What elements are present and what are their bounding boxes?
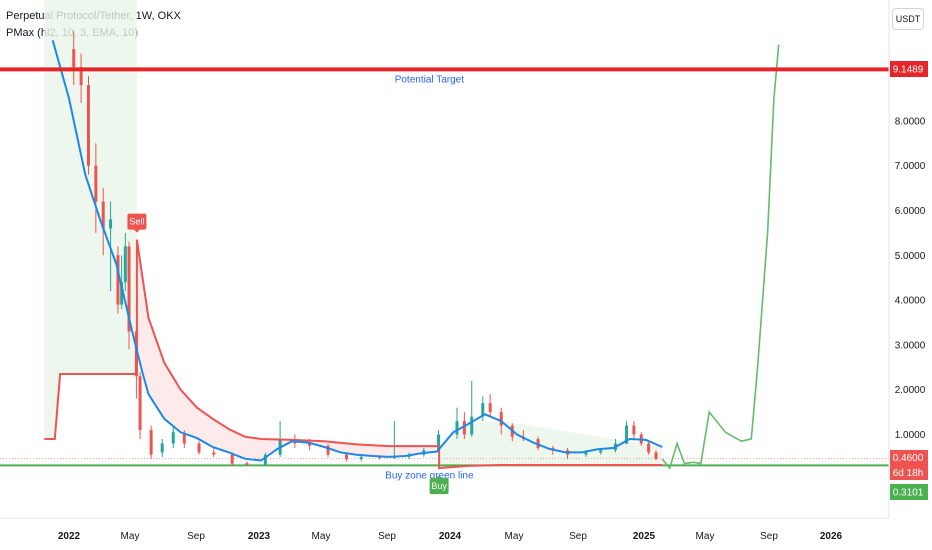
candle-body bbox=[197, 443, 201, 453]
sell-signal bbox=[127, 213, 147, 230]
candle-body bbox=[263, 454, 267, 465]
y-tick-label: 3.0000 bbox=[895, 340, 926, 351]
candle-body bbox=[632, 425, 636, 435]
y-tick-label: 2.0000 bbox=[895, 385, 926, 396]
x-tick-label: 2023 bbox=[248, 531, 271, 542]
y-tick-label: 7.0000 bbox=[895, 161, 926, 172]
last-price-top bbox=[890, 450, 928, 465]
target-price-label-bg bbox=[890, 61, 928, 77]
x-tick-label: May bbox=[312, 531, 331, 542]
x-tick-label: 2025 bbox=[633, 531, 656, 542]
candle-body bbox=[488, 403, 492, 413]
buy-signal-label: Buy bbox=[431, 481, 447, 491]
candle-body bbox=[138, 376, 142, 431]
candle-body bbox=[344, 454, 348, 460]
x-tick-label: May bbox=[505, 531, 524, 542]
countdown-label: 6d 18h bbox=[893, 468, 924, 479]
y-tick-label: 5.0000 bbox=[895, 251, 926, 262]
candle-body bbox=[182, 434, 186, 444]
candle-body bbox=[378, 456, 382, 458]
candle-body bbox=[647, 443, 651, 453]
candle-body bbox=[86, 85, 90, 166]
candle-body bbox=[455, 421, 459, 435]
candle-body bbox=[79, 67, 83, 86]
bull-zone-fill bbox=[44, 0, 137, 439]
last-price-label: 0.4600 bbox=[893, 453, 924, 464]
candle-body bbox=[94, 165, 98, 202]
bull-zone-fill-2 bbox=[439, 421, 663, 469]
x-tick-label: May bbox=[696, 531, 715, 542]
candle-body bbox=[481, 403, 485, 417]
candle-body bbox=[470, 416, 474, 435]
candle-body bbox=[359, 456, 363, 460]
candle-body bbox=[584, 452, 588, 455]
candle-body bbox=[326, 445, 330, 455]
candle-body bbox=[499, 412, 503, 426]
y-tick-label: 1.0000 bbox=[895, 430, 926, 441]
ema-line bbox=[51, 40, 663, 462]
candle-body bbox=[625, 425, 629, 444]
candle-body bbox=[72, 49, 76, 68]
candle-body bbox=[149, 430, 153, 455]
candle-body bbox=[230, 454, 234, 464]
candle-body bbox=[123, 246, 127, 283]
target-price-label: 9.1489 bbox=[893, 65, 924, 76]
x-tick-label: 2026 bbox=[820, 531, 843, 542]
candle-body bbox=[212, 452, 216, 455]
candle-body bbox=[160, 443, 164, 453]
buy-zone-label: Buy zone green line bbox=[385, 470, 474, 481]
candle-body bbox=[654, 452, 658, 459]
x-tick-label: Sep bbox=[378, 531, 396, 542]
x-tick-label: 2022 bbox=[58, 531, 81, 542]
candle-body bbox=[116, 255, 120, 305]
pmax-line bbox=[44, 239, 663, 470]
sell-signal-pointer bbox=[133, 229, 140, 233]
candle-body bbox=[171, 432, 175, 444]
x-tick-label: Sep bbox=[760, 531, 778, 542]
bear-zone-fill bbox=[136, 239, 440, 461]
support-price-label-bg bbox=[890, 484, 928, 500]
projection-line bbox=[661, 44, 780, 470]
support-price-label: 0.3101 bbox=[893, 488, 924, 499]
y-tick-label: 6.0000 bbox=[895, 206, 926, 217]
buy-signal bbox=[429, 478, 449, 495]
candle-body bbox=[437, 434, 441, 451]
x-tick-label: Sep bbox=[187, 531, 205, 542]
potential-target-label: Potential Target bbox=[395, 74, 465, 85]
candle-body bbox=[599, 450, 603, 453]
currency-selector[interactable]: USDT bbox=[892, 8, 924, 30]
countdown-bg bbox=[890, 465, 928, 480]
x-tick-label: 2024 bbox=[439, 531, 462, 542]
y-tick-label: 4.0000 bbox=[895, 296, 926, 307]
candle-body bbox=[120, 282, 124, 305]
buy-signal-pointer bbox=[436, 475, 443, 479]
candle-body bbox=[109, 219, 113, 229]
sell-signal-label: Sell bbox=[129, 217, 144, 227]
candle-body bbox=[462, 421, 466, 435]
x-tick-label: Sep bbox=[569, 531, 587, 542]
candle-body bbox=[308, 443, 312, 446]
plot-area: Potential Target Buy zone green line Sell B… bbox=[0, 0, 889, 495]
candle-body bbox=[101, 201, 105, 229]
candle-body bbox=[245, 463, 249, 465]
candle-body bbox=[127, 246, 131, 332]
y-tick-label: 8.0000 bbox=[895, 116, 926, 127]
x-tick-label: May bbox=[121, 531, 140, 542]
